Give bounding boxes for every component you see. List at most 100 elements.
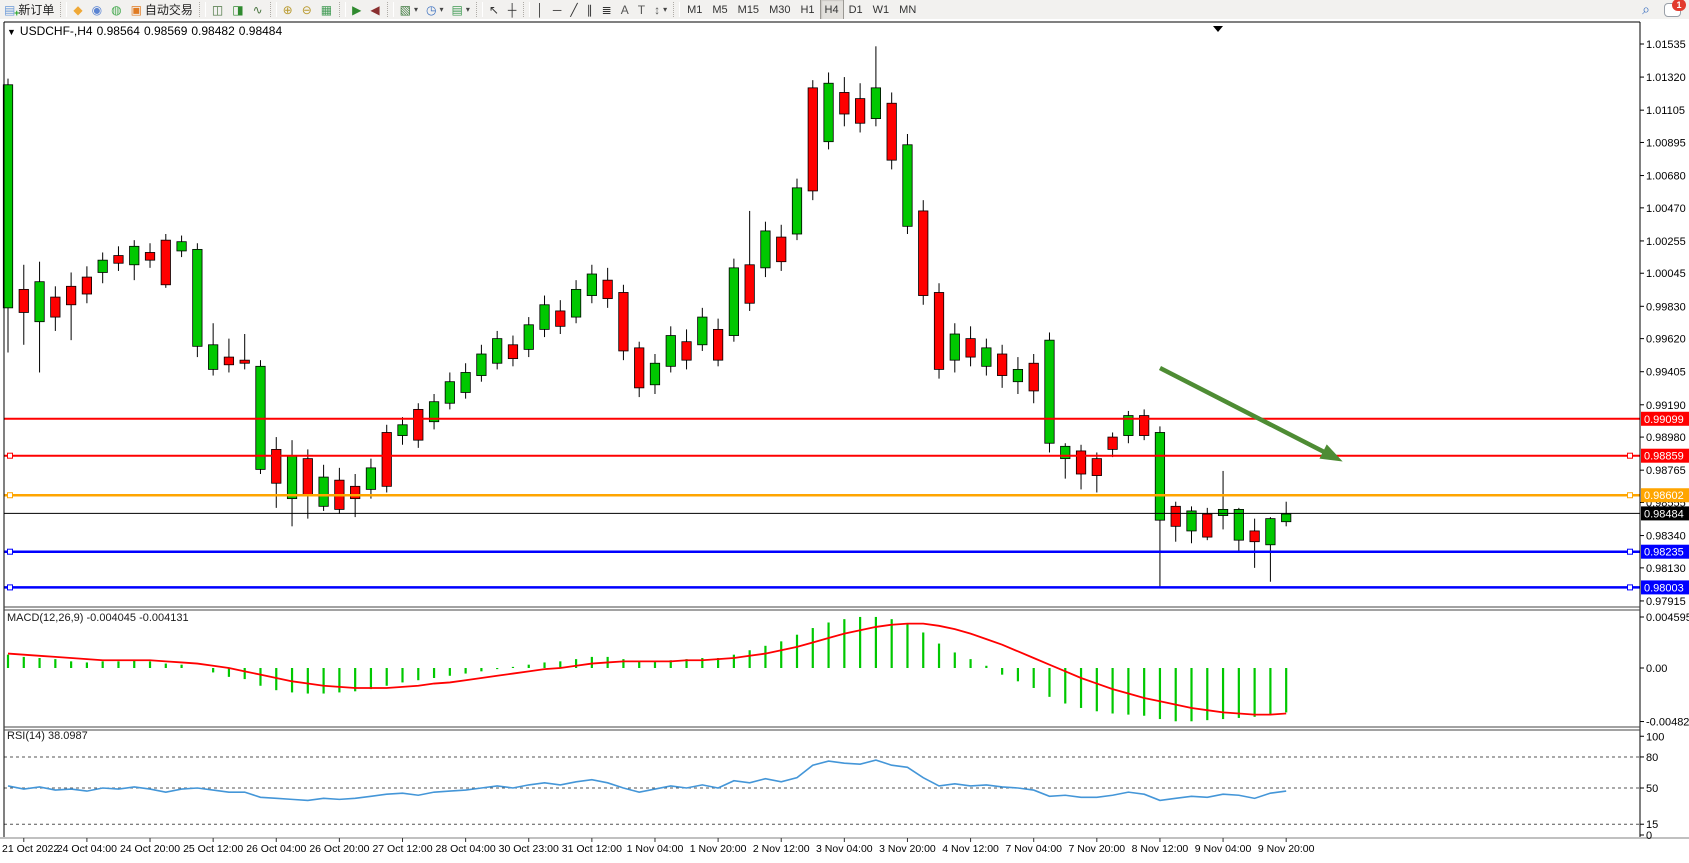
svg-text:0.99830: 0.99830 (1646, 301, 1686, 313)
zoom-in-icon[interactable]: ⊕ (279, 0, 298, 19)
candle (523, 324, 534, 350)
candle (965, 338, 976, 358)
candle (97, 259, 108, 273)
time-axis-label: 25 Oct 12:00 (183, 843, 243, 855)
new-order-button[interactable]: ▤ + 新订单 (0, 0, 58, 19)
auto-trading-button[interactable]: ▣ 自动交易 (127, 0, 197, 19)
svg-text:0.99405: 0.99405 (1646, 367, 1686, 379)
bid-line-badge (1641, 506, 1689, 521)
toolbar-separator (475, 2, 483, 17)
svg-text:0.98602: 0.98602 (1644, 490, 1684, 502)
pivot-orange-handle[interactable] (7, 492, 13, 499)
candle (239, 359, 250, 364)
ohlc-close: 0.98484 (238, 24, 283, 38)
candle (460, 372, 471, 393)
support-2-handle[interactable] (1627, 584, 1633, 591)
auto-trading-button-label: 自动交易 (144, 3, 193, 17)
timeframe-D1[interactable]: D1 (848, 3, 863, 16)
support-2-badge (1641, 580, 1689, 595)
chat-icon[interactable]: 1 (1660, 0, 1686, 19)
indicators-icon[interactable]: ▤ ▾ (447, 0, 473, 19)
candle (144, 252, 156, 261)
candle (649, 362, 661, 386)
horizontal-line-icon[interactable]: ─ (549, 0, 567, 19)
arrows-icon[interactable]: ↕ ▾ (650, 0, 671, 19)
time-axis-label: 2 Nov 12:00 (753, 843, 810, 855)
horizontal-line-icon: ─ (552, 2, 562, 17)
support-1-handle[interactable] (1627, 548, 1633, 555)
marker-icon[interactable]: ◆ (69, 0, 87, 19)
search-icon[interactable]: ⌕ (1642, 1, 1650, 17)
crosshair-icon[interactable]: ┼ (504, 0, 522, 19)
resistance-2-handle[interactable] (1627, 452, 1633, 459)
candle (665, 335, 676, 367)
zoom-out-icon: ⊖ (301, 2, 312, 17)
signals-icon[interactable]: ◍ (107, 0, 126, 19)
line-chart-icon[interactable]: ∿ (249, 0, 268, 19)
svg-text:1.00895: 1.00895 (1646, 137, 1686, 149)
resistance-2-badge (1641, 448, 1689, 463)
candle (350, 485, 361, 500)
candle (1202, 513, 1213, 538)
tile-windows-icon[interactable]: ▦ (317, 0, 337, 19)
toolbar-separator (198, 2, 206, 17)
ohlc-open: 0.98564 (96, 24, 140, 38)
resistance-2-handle[interactable] (7, 452, 13, 459)
candle (18, 288, 29, 313)
zoom-out-icon[interactable]: ⊖ (298, 0, 317, 19)
chevron-down-icon: ▾ (413, 5, 418, 14)
candle (1028, 362, 1039, 392)
bar-chart-icon[interactable]: ◫ (208, 0, 228, 19)
macd-value-main: -0.004045 (86, 612, 137, 624)
chart-menu-arrow[interactable]: ▼ (7, 27, 16, 37)
svg-text:1.00470: 1.00470 (1646, 203, 1686, 215)
text-icon[interactable]: A (617, 0, 634, 19)
text-icon: A (620, 2, 629, 17)
support-2-handle[interactable] (7, 584, 13, 591)
svg-text:1.01320: 1.01320 (1646, 72, 1686, 84)
chart-shift-marker[interactable] (1213, 26, 1223, 32)
candle (1249, 530, 1260, 543)
candle (602, 279, 613, 300)
candle (113, 255, 124, 264)
time-axis-label: 1 Nov 20:00 (690, 843, 747, 855)
candle (492, 338, 503, 364)
svg-text:0.98003: 0.98003 (1644, 582, 1684, 594)
candle (1170, 505, 1181, 527)
fibonacci-icon: ≣ (601, 2, 612, 17)
chart-shift-icon: ◀ (370, 2, 380, 17)
timeframe-M15[interactable]: M15 (737, 3, 760, 16)
svg-text:1.01535: 1.01535 (1646, 39, 1686, 51)
periods-icon[interactable]: ◷ ▾ (422, 0, 448, 19)
candle (1123, 415, 1134, 436)
candle (855, 98, 866, 124)
trend-arrow[interactable] (1158, 365, 1334, 459)
timeframe-MN[interactable]: MN (899, 3, 917, 16)
vertical-line-icon[interactable]: │ (532, 0, 549, 19)
cursor-icon[interactable]: ↖ (485, 0, 504, 19)
candlestick-chart-icon: ◨ (232, 2, 244, 17)
trend-arrow-head[interactable] (1319, 444, 1343, 462)
pivot-orange-handle[interactable] (1627, 492, 1633, 499)
timeframe-M30[interactable]: M30 (769, 3, 791, 16)
support-1-handle[interactable] (7, 548, 13, 555)
community-icon[interactable]: ◉ (88, 0, 107, 19)
time-axis-label: 31 Oct 12:00 (562, 843, 622, 855)
chart-shift-icon[interactable]: ◀ (366, 0, 384, 19)
timeframe-W1[interactable]: W1 (872, 3, 890, 16)
channel-icon[interactable]: ∥ (583, 0, 598, 19)
timeframe-M1[interactable]: M1 (687, 3, 703, 16)
candle (760, 230, 771, 269)
new-chart-icon[interactable]: ▧ ▾ (396, 0, 422, 19)
svg-text:0.004595: 0.004595 (1646, 612, 1689, 624)
text-label-icon[interactable]: T (634, 0, 650, 19)
trendline-icon[interactable]: ╱ (566, 0, 582, 19)
auto-scroll-icon[interactable]: ▶ (348, 0, 366, 19)
timeframe-M5[interactable]: M5 (712, 3, 728, 16)
fibonacci-icon[interactable]: ≣ (598, 0, 617, 19)
candle (1012, 368, 1024, 383)
timeframe-H4[interactable]: H4 (819, 0, 844, 20)
candlestick-chart-icon[interactable]: ◨ (228, 0, 248, 19)
timeframe-H1[interactable]: H1 (800, 3, 815, 16)
